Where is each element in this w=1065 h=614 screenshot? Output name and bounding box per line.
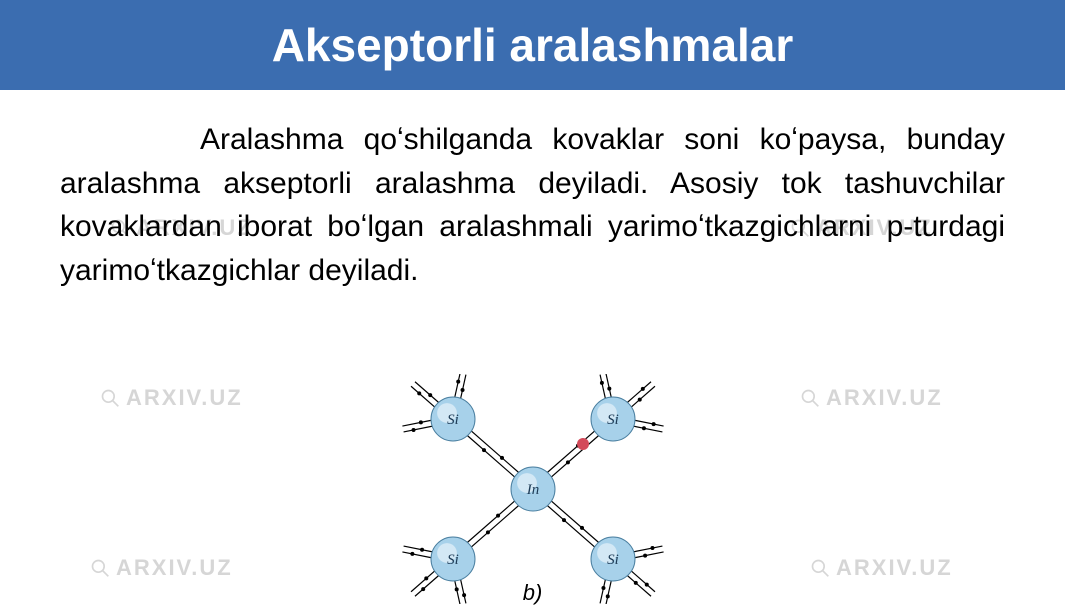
watermark: ARXIV.UZ: [100, 385, 243, 411]
atom-Si_br: Si: [591, 537, 635, 581]
hole-marker: [577, 438, 589, 450]
svg-text:In: In: [525, 482, 539, 498]
lattice-diagram: In Si Si Si Si b): [383, 374, 683, 604]
atom-Si_tl: Si: [431, 397, 475, 441]
slide-header: Akseptorli aralashmalar: [0, 0, 1065, 90]
watermark: ARXIV.UZ: [90, 555, 233, 581]
svg-text:Si: Si: [607, 552, 619, 568]
slide-title: Akseptorli aralashmalar: [272, 18, 794, 72]
watermark: ARXIV.UZ: [800, 385, 943, 411]
svg-text:Si: Si: [447, 552, 459, 568]
body-paragraph: Aralashma qoʻshilganda kovaklar soni koʻ…: [0, 90, 1065, 292]
watermark: ARXIV.UZ: [810, 555, 953, 581]
atom-Si_bl: Si: [431, 537, 475, 581]
svg-text:Si: Si: [607, 412, 619, 428]
atom-In: In: [511, 467, 555, 511]
atom-Si_tr: Si: [591, 397, 635, 441]
diagram-caption: b): [523, 580, 543, 606]
svg-text:Si: Si: [447, 412, 459, 428]
